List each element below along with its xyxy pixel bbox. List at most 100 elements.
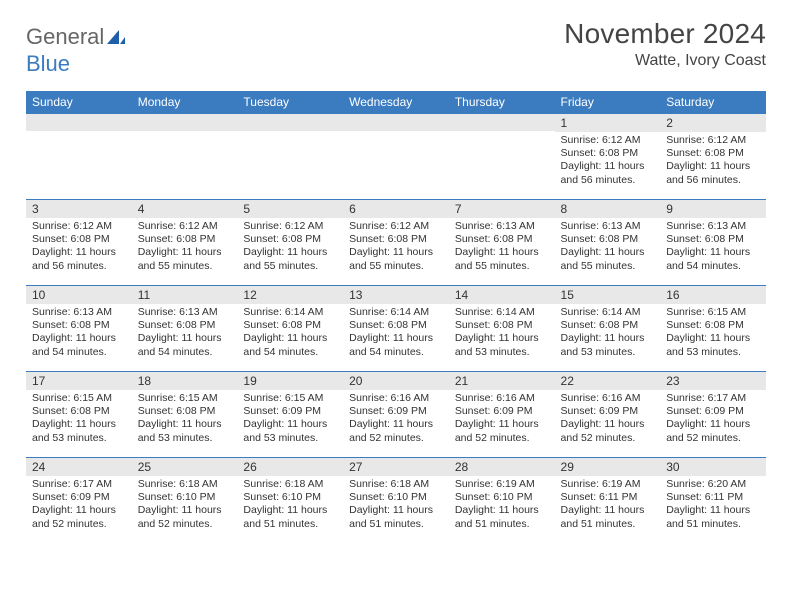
day-details: Sunrise: 6:20 AMSunset: 6:11 PMDaylight:… bbox=[660, 476, 766, 535]
day-details: Sunrise: 6:18 AMSunset: 6:10 PMDaylight:… bbox=[343, 476, 449, 535]
calendar-page: General Blue November 2024 Watte, Ivory … bbox=[0, 0, 792, 544]
calendar-cell: 11Sunrise: 6:13 AMSunset: 6:08 PMDayligh… bbox=[132, 286, 238, 372]
calendar-cell bbox=[237, 114, 343, 200]
day-details: Sunrise: 6:15 AMSunset: 6:08 PMDaylight:… bbox=[132, 390, 238, 449]
calendar-cell: 29Sunrise: 6:19 AMSunset: 6:11 PMDayligh… bbox=[555, 458, 661, 544]
day-number: 4 bbox=[132, 200, 238, 218]
calendar-cell: 7Sunrise: 6:13 AMSunset: 6:08 PMDaylight… bbox=[449, 200, 555, 286]
day-number: 2 bbox=[660, 114, 766, 132]
day-details: Sunrise: 6:14 AMSunset: 6:08 PMDaylight:… bbox=[449, 304, 555, 363]
calendar-cell: 17Sunrise: 6:15 AMSunset: 6:08 PMDayligh… bbox=[26, 372, 132, 458]
day-number bbox=[343, 114, 449, 131]
day-number bbox=[449, 114, 555, 131]
day-number: 20 bbox=[343, 372, 449, 390]
day-details: Sunrise: 6:13 AMSunset: 6:08 PMDaylight:… bbox=[132, 304, 238, 363]
day-details: Sunrise: 6:16 AMSunset: 6:09 PMDaylight:… bbox=[555, 390, 661, 449]
day-details: Sunrise: 6:12 AMSunset: 6:08 PMDaylight:… bbox=[555, 132, 661, 191]
calendar-cell: 19Sunrise: 6:15 AMSunset: 6:09 PMDayligh… bbox=[237, 372, 343, 458]
calendar-cell bbox=[449, 114, 555, 200]
day-number: 30 bbox=[660, 458, 766, 476]
day-details: Sunrise: 6:15 AMSunset: 6:08 PMDaylight:… bbox=[26, 390, 132, 449]
day-number: 19 bbox=[237, 372, 343, 390]
calendar-cell: 2Sunrise: 6:12 AMSunset: 6:08 PMDaylight… bbox=[660, 114, 766, 200]
day-number: 14 bbox=[449, 286, 555, 304]
day-number: 11 bbox=[132, 286, 238, 304]
logo-word-2: Blue bbox=[26, 51, 70, 76]
day-number: 17 bbox=[26, 372, 132, 390]
day-number: 29 bbox=[555, 458, 661, 476]
calendar-cell: 4Sunrise: 6:12 AMSunset: 6:08 PMDaylight… bbox=[132, 200, 238, 286]
day-details: Sunrise: 6:15 AMSunset: 6:08 PMDaylight:… bbox=[660, 304, 766, 363]
day-number: 15 bbox=[555, 286, 661, 304]
calendar-cell: 25Sunrise: 6:18 AMSunset: 6:10 PMDayligh… bbox=[132, 458, 238, 544]
calendar-cell: 20Sunrise: 6:16 AMSunset: 6:09 PMDayligh… bbox=[343, 372, 449, 458]
day-details: Sunrise: 6:16 AMSunset: 6:09 PMDaylight:… bbox=[449, 390, 555, 449]
day-number: 12 bbox=[237, 286, 343, 304]
calendar-cell: 10Sunrise: 6:13 AMSunset: 6:08 PMDayligh… bbox=[26, 286, 132, 372]
location: Watte, Ivory Coast bbox=[564, 52, 766, 70]
day-details: Sunrise: 6:19 AMSunset: 6:11 PMDaylight:… bbox=[555, 476, 661, 535]
day-number: 26 bbox=[237, 458, 343, 476]
day-number: 3 bbox=[26, 200, 132, 218]
day-details: Sunrise: 6:12 AMSunset: 6:08 PMDaylight:… bbox=[660, 132, 766, 191]
day-header-row: SundayMondayTuesdayWednesdayThursdayFrid… bbox=[26, 91, 766, 114]
day-number: 25 bbox=[132, 458, 238, 476]
day-details: Sunrise: 6:13 AMSunset: 6:08 PMDaylight:… bbox=[660, 218, 766, 277]
logo: General Blue bbox=[26, 18, 126, 77]
day-header: Friday bbox=[555, 91, 661, 114]
calendar-cell bbox=[132, 114, 238, 200]
calendar-cell: 5Sunrise: 6:12 AMSunset: 6:08 PMDaylight… bbox=[237, 200, 343, 286]
day-header: Sunday bbox=[26, 91, 132, 114]
day-number: 6 bbox=[343, 200, 449, 218]
day-details: Sunrise: 6:14 AMSunset: 6:08 PMDaylight:… bbox=[343, 304, 449, 363]
calendar-week: 3 Sunrise: 6:12 AMSunset: 6:08 PMDaylight… bbox=[26, 200, 766, 286]
calendar-cell: 28Sunrise: 6:19 AMSunset: 6:10 PMDayligh… bbox=[449, 458, 555, 544]
day-details: Sunrise: 6:18 AMSunset: 6:10 PMDaylight:… bbox=[237, 476, 343, 535]
calendar-week: 1Sunrise: 6:12 AMSunset: 6:08 PMDaylight… bbox=[26, 114, 766, 200]
calendar-table: SundayMondayTuesdayWednesdayThursdayFrid… bbox=[26, 91, 766, 544]
day-details: Sunrise: 6:18 AMSunset: 6:10 PMDaylight:… bbox=[132, 476, 238, 535]
calendar-week: 24Sunrise: 6:17 AMSunset: 6:09 PMDayligh… bbox=[26, 458, 766, 544]
day-details: Sunrise: 6:12 AMSunset: 6:08 PMDaylight:… bbox=[237, 218, 343, 277]
day-details: Sunrise: 6:19 AMSunset: 6:10 PMDaylight:… bbox=[449, 476, 555, 535]
day-number bbox=[237, 114, 343, 131]
day-details: Sunrise: 6:14 AMSunset: 6:08 PMDaylight:… bbox=[555, 304, 661, 363]
day-details: Sunrise: 6:15 AMSunset: 6:09 PMDaylight:… bbox=[237, 390, 343, 449]
day-details: Sunrise: 6:12 AMSunset: 6:08 PMDaylight:… bbox=[343, 218, 449, 277]
calendar-cell bbox=[26, 114, 132, 200]
day-details: Sunrise: 6:13 AMSunset: 6:08 PMDaylight:… bbox=[555, 218, 661, 277]
day-number: 10 bbox=[26, 286, 132, 304]
page-header: General Blue November 2024 Watte, Ivory … bbox=[26, 18, 766, 77]
calendar-cell: 12Sunrise: 6:14 AMSunset: 6:08 PMDayligh… bbox=[237, 286, 343, 372]
title-block: November 2024 Watte, Ivory Coast bbox=[564, 18, 766, 70]
calendar-cell: 13Sunrise: 6:14 AMSunset: 6:08 PMDayligh… bbox=[343, 286, 449, 372]
calendar-week: 10Sunrise: 6:13 AMSunset: 6:08 PMDayligh… bbox=[26, 286, 766, 372]
day-number: 18 bbox=[132, 372, 238, 390]
day-number: 23 bbox=[660, 372, 766, 390]
calendar-cell bbox=[343, 114, 449, 200]
calendar-cell: 6Sunrise: 6:12 AMSunset: 6:08 PMDaylight… bbox=[343, 200, 449, 286]
calendar-cell: 15Sunrise: 6:14 AMSunset: 6:08 PMDayligh… bbox=[555, 286, 661, 372]
calendar-cell: 14Sunrise: 6:14 AMSunset: 6:08 PMDayligh… bbox=[449, 286, 555, 372]
day-number bbox=[26, 114, 132, 131]
day-details: Sunrise: 6:13 AMSunset: 6:08 PMDaylight:… bbox=[449, 218, 555, 277]
calendar-cell: 16Sunrise: 6:15 AMSunset: 6:08 PMDayligh… bbox=[660, 286, 766, 372]
calendar-cell: 18Sunrise: 6:15 AMSunset: 6:08 PMDayligh… bbox=[132, 372, 238, 458]
day-number: 5 bbox=[237, 200, 343, 218]
calendar-cell: 23Sunrise: 6:17 AMSunset: 6:09 PMDayligh… bbox=[660, 372, 766, 458]
calendar-cell: 24Sunrise: 6:17 AMSunset: 6:09 PMDayligh… bbox=[26, 458, 132, 544]
day-number: 28 bbox=[449, 458, 555, 476]
day-number: 24 bbox=[26, 458, 132, 476]
calendar-cell: 1Sunrise: 6:12 AMSunset: 6:08 PMDaylight… bbox=[555, 114, 661, 200]
day-number bbox=[132, 114, 238, 131]
calendar-cell: 21Sunrise: 6:16 AMSunset: 6:09 PMDayligh… bbox=[449, 372, 555, 458]
day-details: Sunrise: 6:17 AMSunset: 6:09 PMDaylight:… bbox=[26, 476, 132, 535]
day-details: Sunrise: 6:14 AMSunset: 6:08 PMDaylight:… bbox=[237, 304, 343, 363]
calendar-body: 1Sunrise: 6:12 AMSunset: 6:08 PMDaylight… bbox=[26, 114, 766, 544]
calendar-cell: 22Sunrise: 6:16 AMSunset: 6:09 PMDayligh… bbox=[555, 372, 661, 458]
day-details: Sunrise: 6:13 AMSunset: 6:08 PMDaylight:… bbox=[26, 304, 132, 363]
calendar-cell: 9Sunrise: 6:13 AMSunset: 6:08 PMDaylight… bbox=[660, 200, 766, 286]
day-details: Sunrise: 6:16 AMSunset: 6:09 PMDaylight:… bbox=[343, 390, 449, 449]
day-number: 22 bbox=[555, 372, 661, 390]
calendar-cell: 3Sunrise: 6:12 AMSunset: 6:08 PMDaylight… bbox=[26, 200, 132, 286]
